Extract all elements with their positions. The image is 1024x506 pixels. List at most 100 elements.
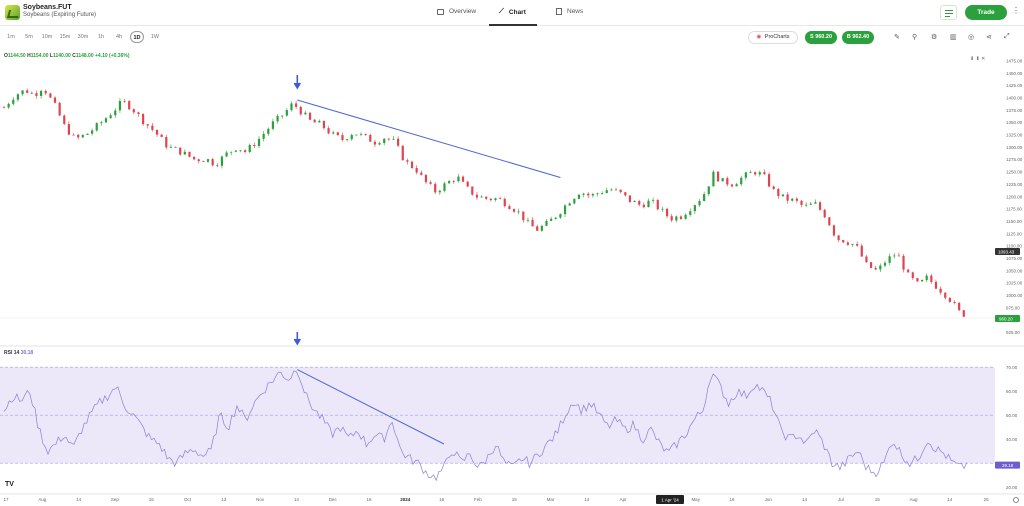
candle-body <box>336 132 339 136</box>
timeframe-1D[interactable]: 1D <box>130 31 144 43</box>
candle-body <box>193 156 196 160</box>
price-axis-label: 1025.00 <box>1006 281 1023 286</box>
rsi-line <box>3 370 968 482</box>
sell-button[interactable]: S 960.20 <box>805 31 837 44</box>
candle-body <box>216 165 219 167</box>
candle-body <box>795 198 798 201</box>
candle-body <box>550 218 553 221</box>
candle-body <box>911 272 914 279</box>
x-axis-label: 14 <box>294 497 300 502</box>
candle-body <box>661 208 664 210</box>
candle-body <box>438 190 441 193</box>
candle-body <box>587 193 590 196</box>
timeframe-30m[interactable]: 30m <box>77 34 89 40</box>
pane-collapse-icon: ⬇ ⬇ ✕ <box>970 56 985 62</box>
candle-body <box>234 150 237 152</box>
timeframe-1h[interactable]: 1h <box>97 34 105 40</box>
candle-body <box>220 156 224 166</box>
rsi-label: RSI 14 <box>4 350 20 356</box>
price-axis-label: 1450.00 <box>1006 71 1023 76</box>
timeframe-5m[interactable]: 5m <box>25 34 33 40</box>
indicators-icon[interactable]: ⚲ <box>912 34 918 41</box>
candle-body <box>944 292 947 298</box>
more-menu-icon[interactable]: ⋮ <box>1012 6 1020 15</box>
timeframe-10m[interactable]: 10m <box>41 34 53 40</box>
timeframe-1m[interactable]: 1m <box>7 34 15 40</box>
candle-body <box>601 193 604 194</box>
tab-news[interactable]: News <box>556 8 583 15</box>
timeframe-15m[interactable]: 15m <box>59 34 71 40</box>
timeframe-1W[interactable]: 1W <box>150 34 160 40</box>
crosshair-price-label: 1093.43 <box>998 250 1015 255</box>
candle-body <box>49 93 52 98</box>
candle-body <box>452 181 455 182</box>
candle-body <box>763 172 766 175</box>
price-axis-label: 1050.00 <box>1006 268 1023 273</box>
candle-body <box>109 115 112 119</box>
buy-button[interactable]: B 962.40 <box>842 31 874 44</box>
candle-body <box>805 204 808 206</box>
x-axis-label: 16 <box>439 497 445 502</box>
candle-body <box>554 217 557 219</box>
candle-body <box>638 201 641 205</box>
price-axis-label: 925.00 <box>1006 330 1020 335</box>
soybeans-logo-icon <box>5 5 20 20</box>
candle-body <box>202 161 205 162</box>
candle-body <box>299 106 302 115</box>
candle-body <box>350 134 353 140</box>
candle-body <box>874 267 877 270</box>
candle-body <box>359 133 363 135</box>
fullscreen-icon[interactable]: ⤢ <box>1004 33 1010 40</box>
tab-overview-label: Overview <box>449 8 477 15</box>
candle-body <box>786 194 789 201</box>
candle-body <box>95 123 98 131</box>
x-axis-label: 2024 <box>400 497 411 502</box>
candle-body <box>383 138 386 144</box>
watchlist-button[interactable] <box>940 5 957 20</box>
rsi-trendline <box>297 369 445 445</box>
candle-body <box>313 119 316 123</box>
trade-button[interactable]: Trade <box>965 5 1007 20</box>
candle-body <box>12 99 15 104</box>
candle-body <box>142 114 145 125</box>
candle-body <box>271 121 275 129</box>
candle-body <box>244 150 247 152</box>
candle-body <box>624 192 627 196</box>
rsi-current-label: 29.18 <box>1002 463 1014 468</box>
candle-body <box>828 217 831 226</box>
buy-label: B <box>846 34 851 40</box>
candle-body <box>791 198 794 201</box>
candle-body <box>754 172 757 175</box>
alerts-icon[interactable]: ◎ <box>968 34 975 41</box>
x-axis-label: 13 <box>221 497 227 502</box>
candle-body <box>869 262 873 268</box>
candle-body <box>545 220 548 226</box>
tab-news-label: News <box>567 8 584 15</box>
settings-icon[interactable]: ⚙ <box>931 34 938 41</box>
candle-body <box>262 133 265 139</box>
candle-body <box>907 269 910 273</box>
candle-body <box>777 188 780 197</box>
candle-body <box>457 176 460 182</box>
x-axis-label: Jun <box>765 497 773 502</box>
tab-chart-label: Chart <box>508 8 526 16</box>
tab-chart[interactable]: ⟋ Chart <box>499 8 526 16</box>
draw-icon[interactable]: ✎ <box>894 34 900 41</box>
candle-body <box>448 181 451 184</box>
candle-body <box>721 178 724 182</box>
candle-body <box>332 132 335 134</box>
tab-overview[interactable]: Overview <box>437 8 476 15</box>
candle-body <box>689 211 692 215</box>
candle-body <box>851 244 854 245</box>
compare-icon[interactable]: ▥ <box>950 34 957 41</box>
x-axis-label: Dec <box>329 497 338 502</box>
candle-body <box>823 209 826 218</box>
timeframe-4h[interactable]: 4h <box>115 34 123 40</box>
share-icon[interactable]: ⋖ <box>986 34 992 41</box>
procharts-button[interactable]: ◉ ProCharts <box>748 31 798 44</box>
instrument-name: Soybeans (Expiring Future) <box>23 12 97 18</box>
candle-body <box>461 176 465 182</box>
candle-body <box>248 145 251 152</box>
candle-body <box>114 110 117 116</box>
candle-body <box>781 194 785 197</box>
